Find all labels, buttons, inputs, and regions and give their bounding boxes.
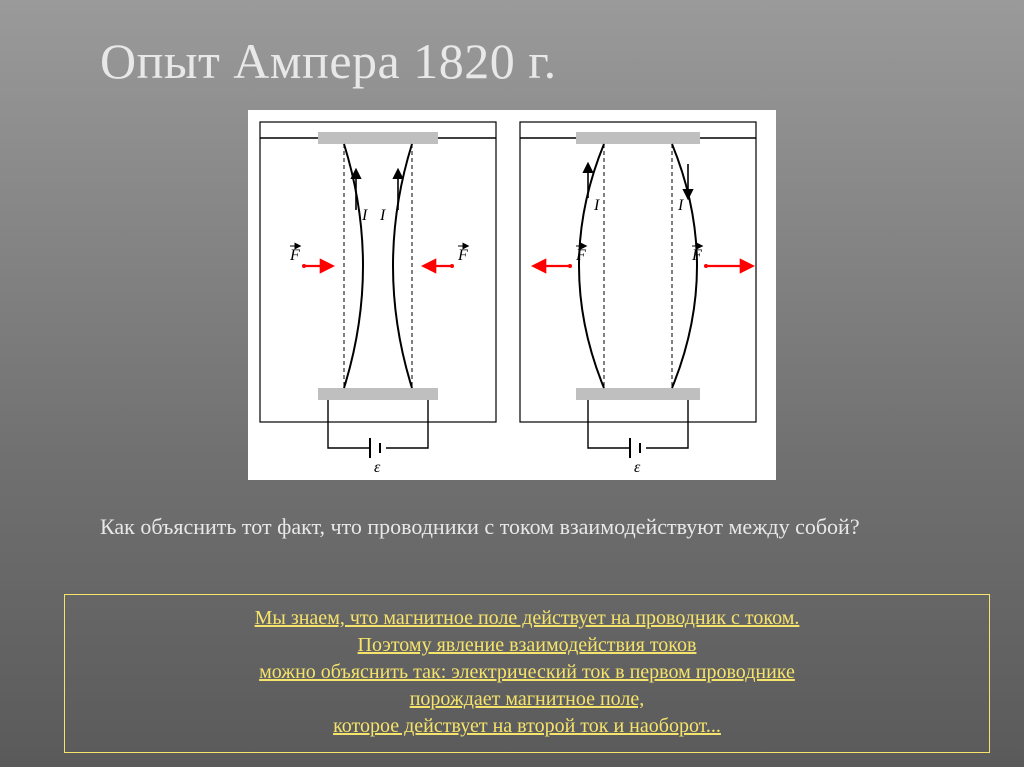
svg-text:F: F: [691, 247, 702, 264]
svg-text:ε: ε: [374, 459, 381, 476]
svg-text:I: I: [361, 207, 368, 224]
answer-line-5: которое действует на второй ток и наобор…: [333, 715, 721, 737]
answer-line-3: можно объяснить так: электрический ток в…: [259, 661, 795, 683]
ampere-diagram: IIFFεIIFFε: [248, 110, 776, 480]
answer-line-1: Мы знаем, что магнитное поле действует н…: [255, 607, 800, 629]
svg-text:I: I: [677, 197, 684, 214]
svg-text:ε: ε: [634, 459, 641, 476]
answer-line-2: Поэтому явление взаимодействия токов: [358, 634, 697, 656]
svg-text:F: F: [289, 247, 300, 264]
answer-box: Мы знаем, что магнитное поле действует н…: [64, 594, 990, 753]
answer-line-4: порождает магнитное поле,: [410, 688, 645, 710]
svg-text:I: I: [379, 207, 386, 224]
svg-text:F: F: [575, 247, 586, 264]
svg-text:F: F: [457, 247, 468, 264]
slide-title: Опыт Ампера 1820 г.: [100, 32, 557, 90]
svg-text:I: I: [593, 197, 600, 214]
question-text: Как объяснить тот факт, что проводники с…: [100, 512, 930, 542]
